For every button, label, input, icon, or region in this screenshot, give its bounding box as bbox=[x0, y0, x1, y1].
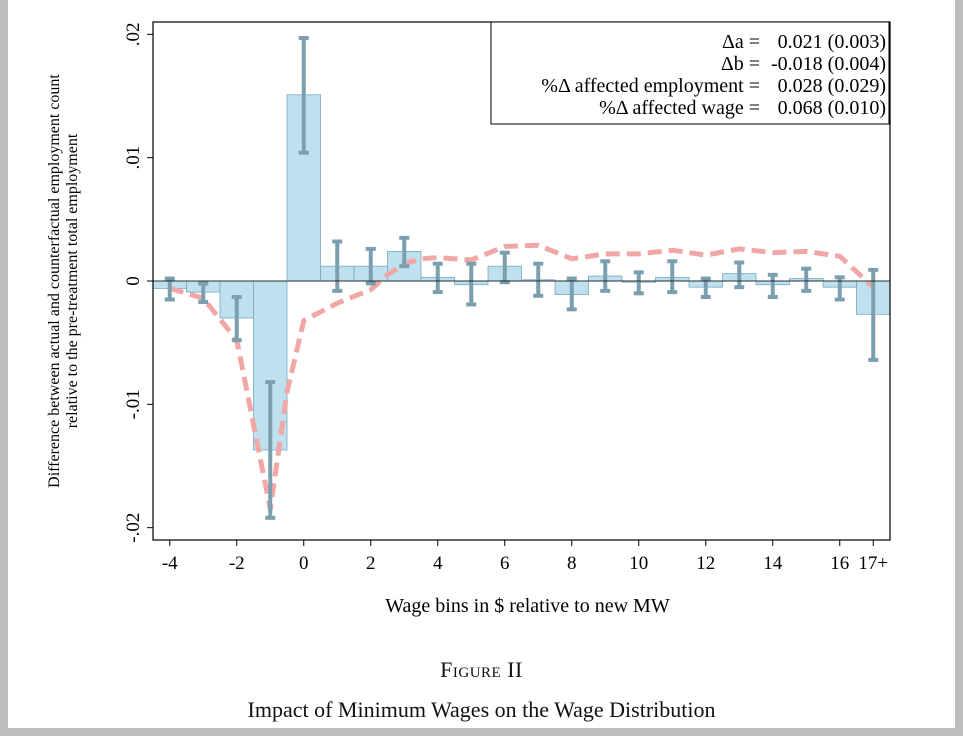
annotation-box: Δa = 0.021 (0.003) Δb = -0.018 (0.004) %Δ af… bbox=[490, 21, 890, 125]
x-tick-label: 17+ bbox=[858, 553, 888, 574]
annotation-value: 0.021 (0.003) bbox=[778, 31, 886, 53]
annotation-label: %Δ affected wage = bbox=[599, 97, 760, 119]
y-tick-label: .01 bbox=[123, 146, 144, 170]
error-bars-layer bbox=[164, 36, 879, 520]
x-tick-label: -4 bbox=[162, 553, 178, 574]
line-layer bbox=[169, 242, 875, 512]
x-tick-label: 6 bbox=[500, 553, 510, 574]
bars-layer bbox=[152, 94, 891, 451]
y-tick-label: 0 bbox=[123, 276, 144, 286]
x-tick-label: 14 bbox=[763, 553, 783, 574]
x-tick-label: -2 bbox=[229, 553, 245, 574]
annotation-label: Δa = bbox=[722, 31, 760, 53]
annotation-value: 0.068 (0.010) bbox=[778, 97, 886, 119]
axes-layer: .02 .01 0 -.01 -.02 -4 -2 0 2 4 6 8 10 12 14 16 17+ Wage … bbox=[46, 22, 890, 617]
y-tick-label: -.01 bbox=[123, 389, 144, 419]
figure-title: Impact of Minimum Wages on the Wage Dist… bbox=[247, 697, 716, 722]
y-tick-label: .02 bbox=[123, 22, 144, 46]
y-axis-title-line: relative to the pre-treatment total empl… bbox=[64, 133, 81, 428]
annotation-label: %Δ affected employment = bbox=[541, 75, 760, 97]
annotation-value: -0.018 (0.004) bbox=[771, 53, 886, 75]
y-axis-title-line: Difference between actual and counterfac… bbox=[46, 74, 63, 488]
y-tick-label: -.02 bbox=[123, 513, 144, 543]
x-tick-label: 10 bbox=[629, 553, 648, 574]
x-axis-title: Wage bins in $ relative to new MW bbox=[385, 595, 670, 617]
x-tick-label: 4 bbox=[433, 553, 443, 574]
y-axis-title: Difference between actual and counterfac… bbox=[46, 74, 81, 488]
x-tick-label: 2 bbox=[366, 553, 376, 574]
x-tick-label: 8 bbox=[567, 553, 577, 574]
annotation-label: Δb = bbox=[721, 53, 760, 75]
x-tick-label: 12 bbox=[696, 553, 715, 574]
x-tick-label: 16 bbox=[830, 553, 849, 574]
x-tick-label: 0 bbox=[299, 553, 309, 574]
annotation-value: 0.028 (0.029) bbox=[778, 75, 886, 97]
series-line bbox=[169, 242, 875, 512]
figure-page: .02 .01 0 -.01 -.02 -4 -2 0 2 4 6 8 10 12 14 16 17+ Wage … bbox=[8, 0, 955, 728]
annotation-frame bbox=[490, 21, 890, 125]
chart: .02 .01 0 -.01 -.02 -4 -2 0 2 4 6 8 10 12 14 16 17+ Wage … bbox=[46, 21, 891, 617]
figure-label: Figure II bbox=[440, 657, 523, 682]
